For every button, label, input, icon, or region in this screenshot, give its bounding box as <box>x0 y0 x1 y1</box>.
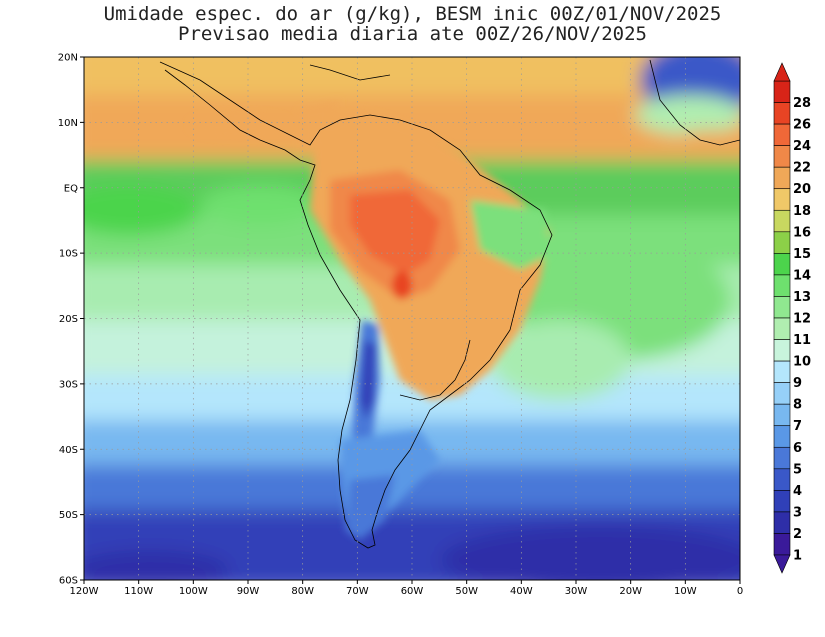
colorbar-label: 6 <box>793 441 802 456</box>
colorbar-label: 18 <box>793 204 811 219</box>
colorbar-swatch <box>773 188 791 211</box>
colorbar-label: 1 <box>793 549 802 564</box>
colorbar-label: 5 <box>793 462 802 477</box>
lon-label: 80W <box>291 586 314 597</box>
colorbar-swatch <box>773 360 791 383</box>
lon-label: 50W <box>455 586 478 597</box>
colorbar-label: 16 <box>793 225 811 240</box>
lon-label: 120W <box>70 586 99 597</box>
colorbar-swatch <box>773 511 791 534</box>
lon-label: 20W <box>619 586 642 597</box>
colorbar-label: 8 <box>793 398 802 413</box>
lat-label: 20N <box>58 53 78 64</box>
lon-label: 0 <box>737 586 743 597</box>
map-grid <box>84 57 740 580</box>
colorbar-swatch <box>773 339 791 362</box>
coastlines <box>159 59 740 549</box>
lat-label: 50S <box>59 510 78 521</box>
colorbar-label: 7 <box>793 419 802 434</box>
longitude-axis: 120W 110W 100W 90W 80W 70W 60W 50W 40W 30W 20W 10W 0 <box>70 580 743 597</box>
colorbar-label: 11 <box>793 333 811 348</box>
colorbar-label: 12 <box>793 312 811 327</box>
colorbar-label: 4 <box>793 484 802 499</box>
colorbar-label: 2 <box>793 527 802 542</box>
lon-label: 100W <box>179 586 208 597</box>
lat-label: 40S <box>59 445 78 456</box>
colorbar-label: 13 <box>793 290 811 305</box>
lat-label: 30S <box>59 379 78 390</box>
colorbar-swatch <box>773 209 791 233</box>
colorbar-label: 28 <box>793 96 811 111</box>
colorbar-label: 9 <box>793 376 802 391</box>
lon-label: 70W <box>346 586 369 597</box>
lat-label: 20S <box>59 314 78 325</box>
colorbar-swatch <box>773 403 791 427</box>
colorbar-swatch <box>773 274 791 297</box>
humidity-field <box>84 57 740 580</box>
lon-label: 30W <box>565 586 588 597</box>
lat-label: EQ <box>64 183 78 194</box>
colorbar-swatch <box>773 490 791 513</box>
colorbar-swatch <box>773 296 791 319</box>
colorbar-swatch <box>773 468 791 491</box>
lon-label: 40W <box>510 586 533 597</box>
colorbar-max-arrow <box>773 62 791 82</box>
colorbar-swatch <box>773 253 791 276</box>
lat-label: 60S <box>59 576 78 587</box>
colorbar-swatch <box>773 80 791 103</box>
title-line-2: Previsao media diaria ate 00Z/26/NOV/202… <box>178 23 647 45</box>
colorbar-swatch <box>773 145 791 168</box>
colorbar-swatch <box>773 446 791 470</box>
lon-label: 90W <box>237 586 260 597</box>
colorbar-label: 10 <box>793 355 811 370</box>
colorbar-label: 20 <box>793 182 811 197</box>
colorbar-min-arrow <box>773 554 791 574</box>
colorbar-label: 24 <box>793 139 811 154</box>
lon-label: 110W <box>124 586 153 597</box>
colorbar-label: 15 <box>793 247 811 262</box>
lat-label: 10N <box>58 118 78 129</box>
title-line-1: Umidade espec. do ar (g/kg), BESM inic 0… <box>103 3 722 25</box>
colorbar-swatch <box>773 123 791 146</box>
colorbar-label: 3 <box>793 505 802 520</box>
lon-label: 10W <box>674 586 697 597</box>
colorbar-swatch <box>773 425 791 448</box>
colorbar-label: 22 <box>793 161 811 176</box>
lon-label: 60W <box>401 586 424 597</box>
colorbar-swatch <box>773 317 791 340</box>
colorbar-swatch <box>773 231 791 254</box>
colorbar-label: 14 <box>793 268 811 283</box>
colorbar-swatch <box>773 533 791 556</box>
colorbar-swatch <box>773 382 791 405</box>
lat-label: 10S <box>59 249 78 260</box>
colorbar-label: 26 <box>793 118 811 133</box>
colorbar-swatch <box>773 166 791 190</box>
colorbar-swatch <box>773 102 791 125</box>
latitude-axis: 20N 10N EQ 10S 20S 30S 40S 50S 60S <box>58 53 84 587</box>
